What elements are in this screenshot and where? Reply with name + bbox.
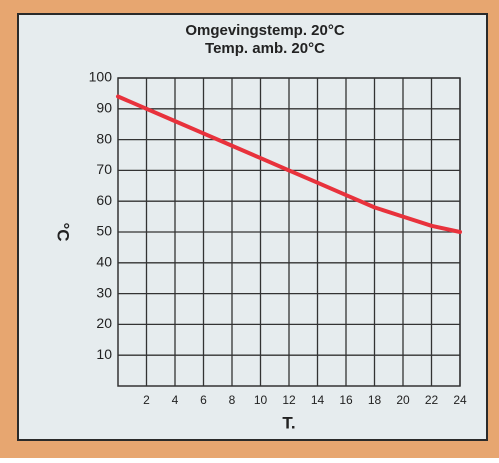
x-tick-label: 4: [172, 393, 179, 407]
x-tick-label: 22: [425, 393, 439, 407]
y-tick-label: 30: [96, 284, 112, 300]
x-tick-label: 12: [282, 393, 296, 407]
data-line: [116, 94, 462, 234]
x-tick-label: 20: [396, 393, 410, 407]
x-tick-label: 2: [143, 393, 150, 407]
y-tick-label: 80: [96, 130, 112, 146]
y-tick-label: 50: [96, 223, 112, 239]
x-tick-label: 6: [200, 393, 207, 407]
y-tick-label: 100: [89, 69, 113, 85]
y-tick-label: 70: [96, 161, 112, 177]
chart-subtitle: Temp. amb. 20°C: [205, 40, 325, 57]
x-axis-label: T.: [282, 413, 295, 432]
x-tick-label: 16: [339, 393, 353, 407]
y-tick-label: 20: [96, 315, 112, 331]
y-tick-label: 90: [96, 100, 112, 116]
x-tick-label: 14: [311, 393, 325, 407]
x-tick-label: 8: [229, 393, 236, 407]
y-tick-label: 10: [96, 346, 112, 362]
x-tick-label: 18: [368, 393, 382, 407]
panel: [17, 13, 488, 441]
x-tick-label: 10: [254, 393, 268, 407]
chart-title: Omgevingstemp. 20°C: [185, 22, 345, 39]
y-tick-label: 40: [96, 254, 112, 270]
y-tick-label: 60: [96, 192, 112, 208]
y-axis-label: °C: [54, 222, 73, 241]
x-tick-label: 24: [453, 393, 467, 407]
